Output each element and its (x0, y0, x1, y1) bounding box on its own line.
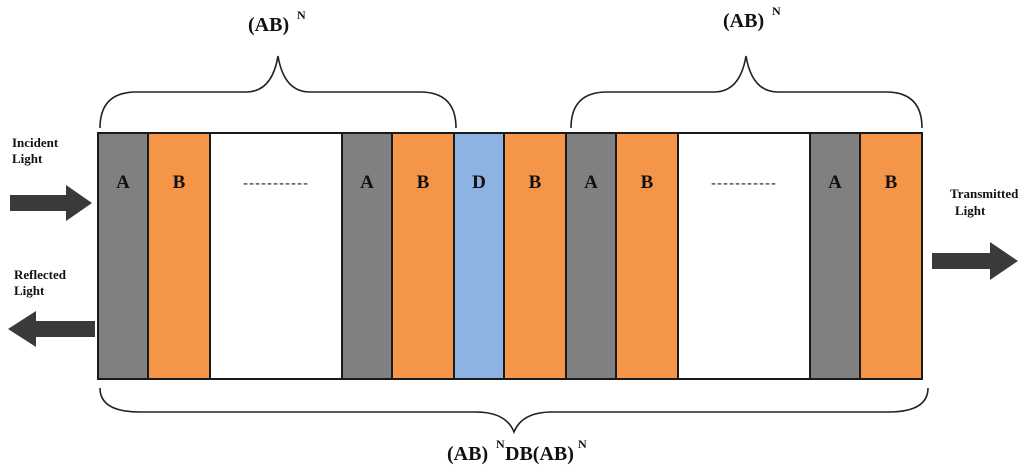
layer-label: D (472, 172, 486, 193)
layer-label: A (584, 172, 598, 193)
layer-gap-3 (209, 132, 343, 380)
left-group-label: (AB) (248, 14, 289, 36)
right-group-brace (570, 55, 923, 129)
reflected-label-line2: Light (14, 283, 45, 298)
repeat-dashes: ----------- (711, 175, 777, 192)
layer-label: B (885, 172, 898, 193)
layer-b-12 (859, 132, 923, 380)
left-group-exponent: N (297, 8, 306, 22)
structure-label-part1: (AB) (447, 443, 488, 465)
layer-label: B (173, 172, 186, 193)
layer-a-1 (97, 132, 149, 380)
transmitted-arrow (932, 242, 1018, 280)
left-group-brace (99, 55, 457, 129)
layer-a-4 (341, 132, 393, 380)
layer-gap-10 (677, 132, 811, 380)
layer-a-11 (809, 132, 861, 380)
right-group-exponent: N (772, 4, 781, 18)
structure-exponent1: N (496, 437, 505, 451)
layer-b-9 (615, 132, 679, 380)
layer-label: B (641, 172, 654, 193)
reflected-label-line1: Reflected (14, 267, 67, 282)
layer-label: A (360, 172, 374, 193)
reflected-arrow (8, 311, 95, 347)
layer-stack: A B ----------- A B D B A B ----------- A B (97, 132, 923, 380)
repeat-dashes: ----------- (243, 175, 309, 192)
structure-exponent2: N (578, 437, 587, 451)
layer-a-8 (565, 132, 617, 380)
structure-brace (99, 387, 929, 435)
layer-b-7 (503, 132, 567, 380)
structure-label-part2: DB(AB) (505, 443, 574, 465)
incident-label-line1: Incident (12, 135, 59, 150)
incident-arrow (10, 185, 92, 221)
layer-b-5 (391, 132, 455, 380)
incident-label-line2: Light (12, 151, 43, 166)
layer-d-6 (453, 132, 505, 380)
layer-label: B (529, 172, 542, 193)
transmitted-label-line1: Transmitted (950, 186, 1019, 201)
layer-label: B (417, 172, 430, 193)
right-group-label: (AB) (723, 10, 764, 32)
layer-label: A (116, 172, 130, 193)
layer-b-2 (147, 132, 211, 380)
layer-label: A (828, 172, 842, 193)
transmitted-label-line2: Light (955, 203, 986, 218)
